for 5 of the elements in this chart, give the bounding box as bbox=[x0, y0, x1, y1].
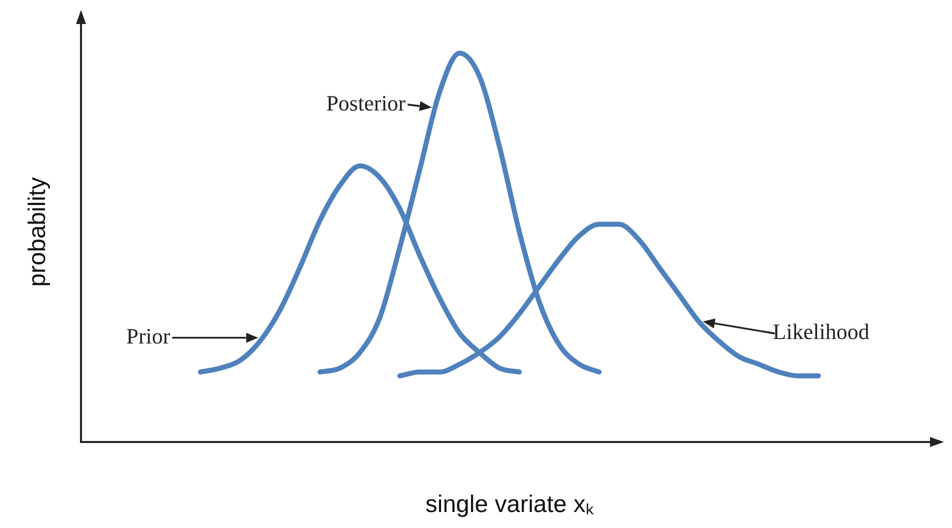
series-label: Prior bbox=[126, 324, 171, 349]
series-label: Likelihood bbox=[772, 319, 870, 344]
series-label: Posterior bbox=[326, 90, 406, 116]
y-axis-title: probability bbox=[24, 177, 52, 287]
x-axis-title: single variate xₖ bbox=[425, 491, 594, 518]
